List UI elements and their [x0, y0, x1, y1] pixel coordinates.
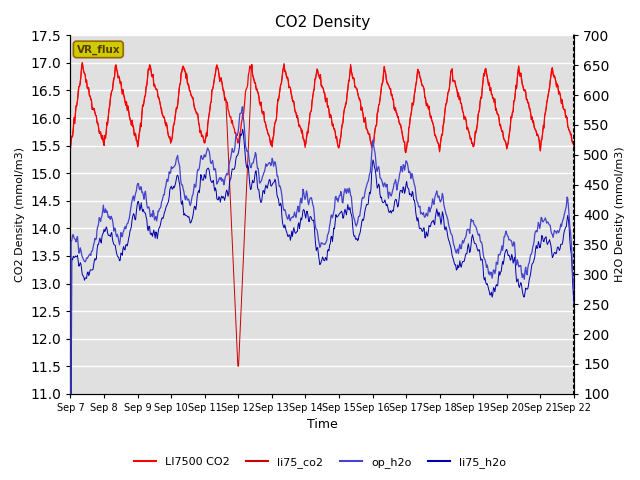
Y-axis label: H2O Density (mmol/m3): H2O Density (mmol/m3) [615, 147, 625, 282]
Title: CO2 Density: CO2 Density [275, 15, 370, 30]
Y-axis label: CO2 Density (mmol/m3): CO2 Density (mmol/m3) [15, 147, 25, 282]
Text: VR_flux: VR_flux [77, 44, 120, 55]
Legend: LI7500 CO2, li75_co2, op_h2o, li75_h2o: LI7500 CO2, li75_co2, op_h2o, li75_h2o [129, 452, 511, 472]
X-axis label: Time: Time [307, 419, 338, 432]
